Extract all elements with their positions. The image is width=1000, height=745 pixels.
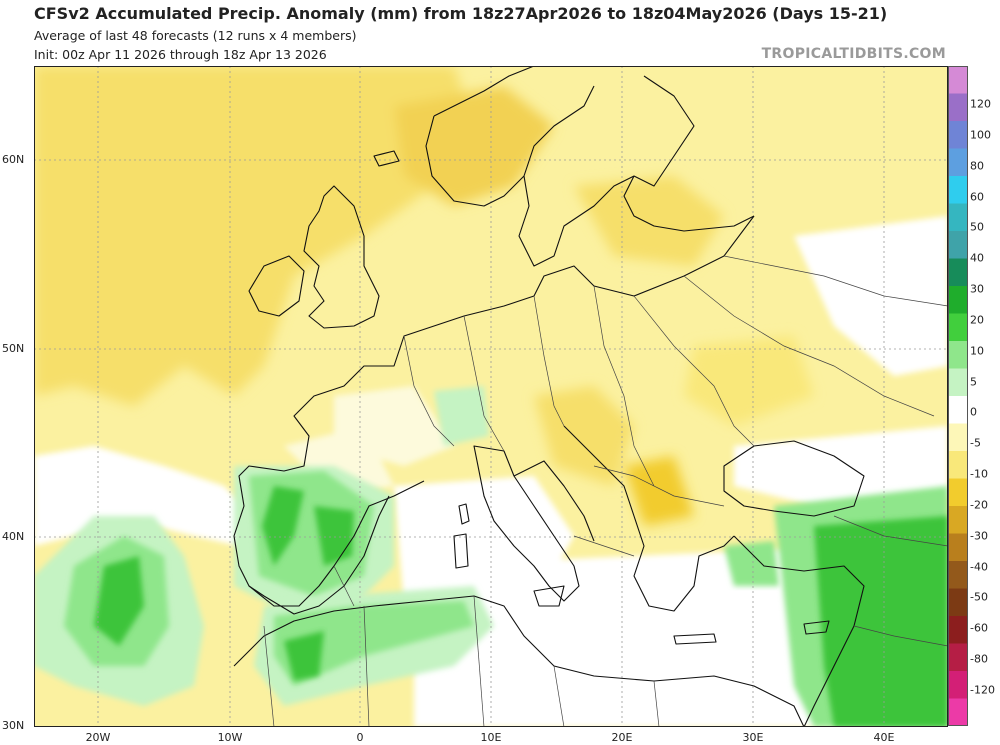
lat-label-60n: 60N: [2, 153, 25, 166]
colorbar-segment: [948, 368, 968, 397]
iceland-like-islands: [373, 150, 400, 167]
colorbar-tick-label: -20: [970, 498, 988, 512]
corsica-sardinia: [453, 503, 470, 569]
colorbar-segment: [948, 561, 968, 589]
colorbar-segment: [948, 286, 968, 314]
colorbar-segment: [948, 588, 968, 617]
colorbar-segment: [948, 643, 968, 672]
lat-label-40n: 40N: [2, 530, 25, 543]
colorbar-segment: [948, 616, 968, 644]
colorbar-segment: [948, 451, 968, 479]
colorbar-segment: [948, 423, 968, 452]
colorbar-tick-label: 120: [970, 97, 991, 111]
colorbar-segment: [948, 478, 968, 507]
colorbar-tick-label: -80: [970, 652, 988, 666]
colorbar-segment: [948, 313, 968, 342]
dry-anomaly-fields: [34, 66, 814, 526]
precip-anomaly-map: [34, 66, 948, 727]
map-subtitle-forecast-average: Average of last 48 forecasts (12 runs x …: [34, 28, 357, 43]
colorbar-segment: [948, 203, 968, 232]
colorbar-tick-label: 0: [970, 405, 977, 419]
crete: [673, 633, 717, 645]
continent-west-coast: [233, 215, 755, 607]
lat-label-50n: 50N: [2, 342, 25, 355]
colorbar-segment: [948, 93, 968, 122]
lon-label-20w: 20W: [85, 731, 111, 744]
colorbar-segment: [948, 671, 968, 699]
colorbar-tick-label: 80: [970, 159, 984, 173]
colorbar-segment: [948, 396, 968, 424]
lon-label-10w: 10W: [217, 731, 243, 744]
italy-coast: [473, 445, 595, 602]
iberia-south-coast: [248, 495, 390, 615]
balkans-coast: [563, 425, 735, 612]
colorbar-tick-label: 60: [970, 190, 984, 204]
sicily: [533, 585, 565, 607]
lat-label-30n: 30N: [2, 719, 25, 732]
turkey-levant-coast: [733, 535, 865, 727]
black-sea-coast: [723, 440, 865, 517]
colorbar-tick-label: 20: [970, 313, 984, 327]
colorbar-tick-label: -50: [970, 590, 988, 604]
colorbar-segment: [948, 341, 968, 369]
cyprus: [803, 620, 830, 635]
lon-label-10e: 10E: [480, 731, 502, 744]
great-britain-coast: [303, 185, 380, 329]
lat-lon-grid: [34, 66, 948, 727]
colorbar: [948, 66, 968, 726]
colorbar-tick-label: 40: [970, 251, 984, 265]
colorbar-tick-label: 10: [970, 344, 984, 358]
colorbar-segment: [948, 533, 968, 562]
map-subtitle-init: Init: 00z Apr 11 2026 through 18z Apr 13…: [34, 47, 327, 62]
colorbar-tick-label: -40: [970, 560, 988, 574]
norway-coast: [425, 66, 595, 207]
lon-label-0: 0: [356, 731, 364, 744]
colorbar-tick-label: -5: [970, 436, 981, 450]
colorbar-tick-label: 50: [970, 220, 984, 234]
coastlines: [233, 66, 865, 727]
colorbar-segment: [948, 506, 968, 534]
colorbar-tick-label: 100: [970, 128, 991, 142]
colorbar-segment: [948, 66, 968, 94]
colorbar-segment: [948, 258, 968, 287]
national-borders: [263, 255, 948, 727]
colorbar-segment: [948, 176, 968, 204]
colorbar-tick-label: -30: [970, 529, 988, 543]
colorbar-tick-label: 5: [970, 375, 977, 389]
colorbar-tick-label: -10: [970, 467, 988, 481]
ireland-coast: [248, 255, 305, 317]
colorbar-tick-label: -60: [970, 621, 988, 635]
colorbar-tick-label: -120: [970, 683, 995, 697]
colorbar-segment: [948, 231, 968, 259]
colorbar-segment: [948, 698, 968, 726]
colorbar-segment: [948, 121, 968, 149]
lon-label-40e: 40E: [873, 731, 895, 744]
lon-label-20e: 20E: [611, 731, 633, 744]
lon-label-30e: 30E: [742, 731, 764, 744]
north-africa-coast: [233, 595, 805, 727]
sweden-finland-coast: [518, 75, 755, 267]
wet-anomaly-fields: [34, 386, 948, 727]
brand-watermark: TROPICALTIDBITS.COM: [761, 46, 946, 62]
colorbar-tick-label: 30: [970, 282, 984, 296]
map-title: CFSv2 Accumulated Precip. Anomaly (mm) f…: [34, 4, 888, 23]
colorbar-segment: [948, 148, 968, 177]
